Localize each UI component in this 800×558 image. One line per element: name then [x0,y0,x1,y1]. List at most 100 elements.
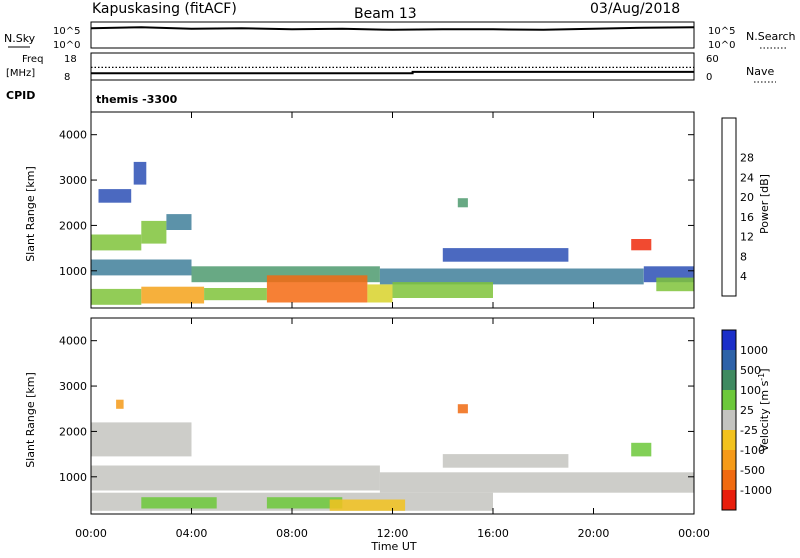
freq-panel [90,52,695,81]
colorbar-tick-label: 25 [740,404,754,417]
y-tick-label: 3000 [59,380,87,393]
colorbar-frame [721,329,737,511]
power-colorbar-label: Power [dB] [758,174,771,234]
heatmap-patch [442,248,569,262]
date-title: 03/Aug/2018 [590,1,680,17]
beam-title: Beam 13 [354,6,417,22]
heatmap-patch [266,275,368,303]
colorbar-tick-label: 16 [740,211,754,224]
x-tick-label: 12:00 [377,527,409,540]
y-tick-label: 4000 [59,129,87,142]
heatmap-patch [631,442,652,457]
colorbar-segment [722,330,736,351]
velocity-y-label: Slant Range [km] [24,372,37,468]
colorbar-tick-label: -500 [740,464,765,477]
heatmap-patch [91,288,142,305]
heatmap-patch [166,214,192,230]
heatmap-patch [329,499,406,511]
heatmap-patch [379,472,694,493]
colorbar-tick-label: -1000 [740,484,772,497]
colorbar-tick-label: 1000 [740,344,768,357]
colorbar-tick-label: 28 [740,152,754,165]
x-tick-label: 04:00 [176,527,208,540]
velocity-y-axis: 1000 2000 3000 4000 [59,335,694,484]
colorbar-tick-label: 24 [740,171,754,184]
station-title: Kapuskasing (fitACF) [92,1,237,17]
nsearch-tick-bottom: 10^0 [708,40,735,51]
nsky-series-line [90,26,695,31]
colorbar-segment [722,350,736,371]
freq-label-2: [MHz] [6,68,35,79]
nsky-panel [90,21,695,49]
freq-tick-top: 18 [64,54,77,65]
heatmap-patch [631,239,652,251]
nsearch-label: N.Search [746,30,796,43]
heatmap-patch [392,282,493,298]
colorbar-segment [722,490,736,511]
heatmap-patch [91,465,380,491]
nave-label: Nave [746,65,774,78]
colorbar-tick-label: 20 [740,191,754,204]
heatmap-patch [91,259,192,276]
colorbar-segment [722,430,736,451]
y-tick-label: 1000 [59,471,87,484]
heatmap-patch [204,288,267,301]
velocity-colorbar: 1000 500 100 25 -25 -100 -500 -1000 [721,329,772,511]
y-tick-label: 2000 [59,219,87,232]
colorbar-tick-label: 4 [740,270,747,283]
colorbar-segment [722,410,736,431]
heatmap-patch [266,497,343,509]
y-tick-label: 3000 [59,174,87,187]
heatmap-patch [91,422,192,457]
colorbar-frame [721,117,737,297]
freq-series-line [91,70,694,75]
heatmap-patch [133,161,147,185]
power-heatmap [91,161,695,305]
freq-label-1: Freq [22,54,43,65]
cpid-label: CPID [6,89,35,102]
colorbar-tick-label: 100 [740,384,761,397]
heatmap-patch [98,189,132,203]
heatmap-patch [367,284,393,303]
colorbar-segment [722,450,736,471]
colorbar-tick-label: 500 [740,364,761,377]
heatmap-patch [656,277,694,292]
heatmap-patch [457,198,468,208]
x-tick-label: 08:00 [276,527,308,540]
colorbar-tick-label: -100 [740,444,765,457]
x-tick-label: 20:00 [578,527,610,540]
power-y-label: Slant Range [km] [24,166,37,262]
time-axis: 00:00 04:00 08:00 12:00 16:00 20:00 00:00 [75,112,710,540]
velocity-heatmap [91,399,694,511]
power-y-axis: 1000 2000 3000 4000 [59,129,694,278]
colorbar-segment [722,470,736,491]
y-tick-label: 4000 [59,335,87,348]
colorbar-segment [722,370,736,391]
nave-tick-top: 60 [706,54,719,65]
nsky-tick-bottom: 10^0 [53,40,80,51]
heatmap-patch [141,497,217,509]
nsky-tick-top: 10^5 [53,26,80,37]
nsky-label: N.Sky [4,32,36,45]
cpid-value: themis -3300 [96,93,178,106]
x-tick-label: 00:00 [678,527,710,540]
heatmap-patch [457,404,468,414]
nsearch-tick-top: 10^5 [708,26,735,37]
heatmap-patch [379,268,644,285]
velocity-colorbar-label: Velocity [m s-1] [757,368,771,451]
x-tick-label: 16:00 [477,527,509,540]
nave-tick-bottom: 0 [706,72,712,83]
heatmap-patch [141,220,167,244]
colorbar-tick-label: -25 [740,424,758,437]
colorbar-segment [722,390,736,411]
x-tick-label: 00:00 [75,527,107,540]
colorbar-tick-label: 12 [740,231,754,244]
freq-tick-bottom: 8 [64,72,70,83]
x-axis-label: Time UT [370,540,416,553]
heatmap-patch [91,234,142,251]
colorbar-tick-label: 8 [740,250,747,263]
heatmap-patch [442,454,569,468]
heatmap-patch [116,399,124,409]
y-tick-label: 2000 [59,425,87,438]
